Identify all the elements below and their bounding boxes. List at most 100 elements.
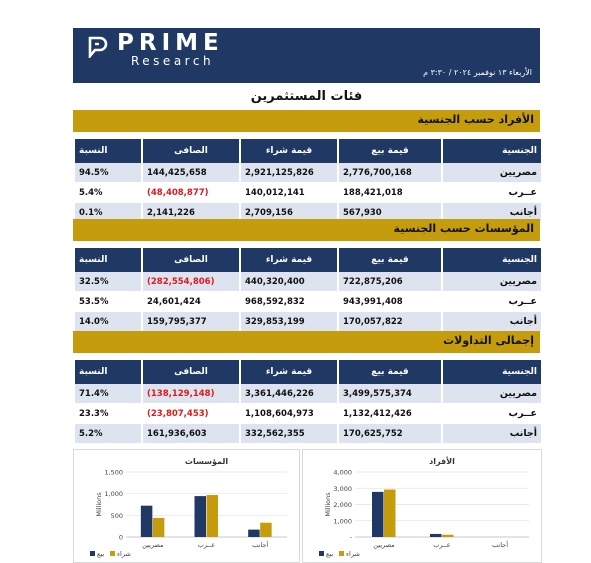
investor-table: النسبة الصافى قيمة شراء قيمة بيع الجنسية 94.5… bbox=[73, 139, 543, 223]
ratio-cell: 53.5% bbox=[75, 292, 141, 312]
section-title: الأفراد حسب الجنسية bbox=[417, 113, 534, 126]
y-tick-label: 2,000 bbox=[333, 501, 352, 509]
investor-table: النسبة الصافى قيمة شراء قيمة بيع الجنسية 71.4… bbox=[73, 360, 543, 444]
buy-cell: 440,320,400 bbox=[241, 272, 337, 292]
legend-label: بيع bbox=[326, 550, 333, 558]
net-cell: 159,795,377 bbox=[143, 312, 239, 332]
bar-sell bbox=[194, 496, 206, 537]
y-tick-label: 0 bbox=[119, 534, 123, 542]
individuals-chart-svg: الأفراد Millions - 1,000 2,000 3,000 4,000 مصري… bbox=[319, 456, 529, 558]
x-tick-label: عــرب bbox=[433, 541, 451, 549]
legend-swatch bbox=[90, 551, 95, 556]
sell-cell: 188,421,018 bbox=[339, 183, 441, 203]
y-tick-label: 1,000 bbox=[333, 517, 352, 525]
brand-subtitle: Research bbox=[131, 54, 215, 68]
nationality-cell: مصريين bbox=[443, 272, 541, 292]
net-cell: 161,936,603 bbox=[143, 424, 239, 444]
nationality-cell: عــرب bbox=[443, 183, 541, 203]
ratio-cell: 5.4% bbox=[75, 183, 141, 203]
buy-cell: 1,108,604,973 bbox=[241, 404, 337, 424]
chart-title: الأفراد bbox=[429, 456, 455, 466]
bar-buy bbox=[260, 522, 272, 537]
nationality-cell: أجانب bbox=[443, 424, 541, 444]
net-cell: 24,601,424 bbox=[143, 292, 239, 312]
col-buy-header: قيمة شراء bbox=[241, 248, 337, 272]
investor-table: النسبة الصافى قيمة شراء قيمة بيع الجنسية 32.5… bbox=[73, 248, 543, 332]
nationality-cell: مصريين bbox=[443, 163, 541, 183]
institutions-chart: المؤسسات Millions 0 500 1,000 1,500 مصريين عــر… bbox=[73, 449, 300, 563]
bar-buy bbox=[384, 489, 396, 537]
ratio-cell: 5.2% bbox=[75, 424, 141, 444]
col-net-header: الصافى bbox=[143, 139, 239, 163]
y-tick-label: 1,000 bbox=[104, 490, 123, 498]
section-title-bar: إجمالى التداولات bbox=[73, 331, 540, 353]
ratio-cell: 32.5% bbox=[75, 272, 141, 292]
sell-cell: 943,991,408 bbox=[339, 292, 441, 312]
table-row: 5.4% (48,408,877) 140,012,141 188,421,018 عـ… bbox=[75, 183, 541, 203]
legend-label: شراء bbox=[117, 550, 131, 558]
col-sell-header: قيمة بيع bbox=[339, 139, 441, 163]
x-tick-label: أجانب bbox=[252, 540, 268, 549]
nationality-cell: أجانب bbox=[443, 312, 541, 332]
ratio-cell: 14.0% bbox=[75, 312, 141, 332]
net-cell: (23,807,453) bbox=[143, 404, 239, 424]
report-header: PRIME Research الأربعاء ١٣ نوفمبر ٢٠٢٤ /… bbox=[73, 28, 540, 83]
y-tick-label: 1,500 bbox=[104, 469, 123, 477]
bar-sell bbox=[248, 529, 260, 537]
x-tick-label: أجانب bbox=[492, 540, 508, 549]
y-tick-label: 3,000 bbox=[333, 485, 352, 493]
y-tick-label: 500 bbox=[111, 512, 123, 520]
legend-swatch bbox=[319, 551, 324, 556]
x-tick-label: عــرب bbox=[198, 541, 216, 549]
col-buy-header: قيمة شراء bbox=[241, 360, 337, 384]
col-sell-header: قيمة بيع bbox=[339, 248, 441, 272]
table-row: 5.2% 161,936,603 332,562,355 170,625,752 أجا… bbox=[75, 424, 541, 444]
bar-buy bbox=[206, 495, 218, 537]
col-ratio-header: النسبة bbox=[75, 360, 141, 384]
col-nationality-header: الجنسية bbox=[443, 360, 541, 384]
section-title: إجمالى التداولات bbox=[443, 334, 534, 347]
nationality-cell: عــرب bbox=[443, 404, 541, 424]
sell-cell: 170,625,752 bbox=[339, 424, 441, 444]
col-ratio-header: النسبة bbox=[75, 139, 141, 163]
section-title-bar: الأفراد حسب الجنسية bbox=[73, 110, 540, 132]
legend-label: شراء bbox=[346, 550, 360, 558]
buy-cell: 332,562,355 bbox=[241, 424, 337, 444]
net-cell: 144,425,658 bbox=[143, 163, 239, 183]
ratio-cell: 23.3% bbox=[75, 404, 141, 424]
legend-swatch bbox=[339, 551, 344, 556]
table-row: 32.5% (282,554,806) 440,320,400 722,875,206… bbox=[75, 272, 541, 292]
col-nationality-header: الجنسية bbox=[443, 248, 541, 272]
ratio-cell: 94.5% bbox=[75, 163, 141, 183]
net-cell: (48,408,877) bbox=[143, 183, 239, 203]
x-tick-label: مصريين bbox=[142, 541, 163, 549]
chart-title: المؤسسات bbox=[185, 457, 228, 466]
table-row: 94.5% 144,425,658 2,921,125,826 2,776,700,1… bbox=[75, 163, 541, 183]
y-tick-label: - bbox=[350, 534, 353, 542]
buy-cell: 968,592,832 bbox=[241, 292, 337, 312]
sell-cell: 170,057,822 bbox=[339, 312, 441, 332]
legend-swatch bbox=[110, 551, 115, 556]
y-tick-label: 4,000 bbox=[333, 469, 352, 477]
net-cell: (138,129,148) bbox=[143, 384, 239, 404]
individuals-chart: الأفراد Millions - 1,000 2,000 3,000 4,000 مصري… bbox=[302, 449, 542, 563]
buy-cell: 140,012,141 bbox=[241, 183, 337, 203]
page-title: فئات المستثمرين bbox=[250, 89, 363, 104]
col-sell-header: قيمة بيع bbox=[339, 360, 441, 384]
buy-cell: 3,361,446,226 bbox=[241, 384, 337, 404]
col-net-header: الصافى bbox=[143, 360, 239, 384]
bar-buy bbox=[442, 534, 454, 537]
prime-logo-icon bbox=[88, 36, 108, 58]
sell-cell: 3,499,575,374 bbox=[339, 384, 441, 404]
nationality-cell: عــرب bbox=[443, 292, 541, 312]
table-row: 23.3% (23,807,453) 1,108,604,973 1,132,412,… bbox=[75, 404, 541, 424]
sell-cell: 1,132,412,426 bbox=[339, 404, 441, 424]
table-row: 14.0% 159,795,377 329,853,199 170,057,822 أج… bbox=[75, 312, 541, 332]
section-title: المؤسسات حسب الجنسية bbox=[393, 222, 534, 235]
bar-sell bbox=[140, 505, 153, 537]
brand-name: PRIME bbox=[117, 30, 224, 56]
report-date: الأربعاء ١٣ نوفمبر ٢٠٢٤ / ٣:٣٠ م bbox=[423, 68, 532, 77]
buy-cell: 2,921,125,826 bbox=[241, 163, 337, 183]
nationality-cell: مصريين bbox=[443, 384, 541, 404]
bar-buy bbox=[152, 517, 165, 537]
